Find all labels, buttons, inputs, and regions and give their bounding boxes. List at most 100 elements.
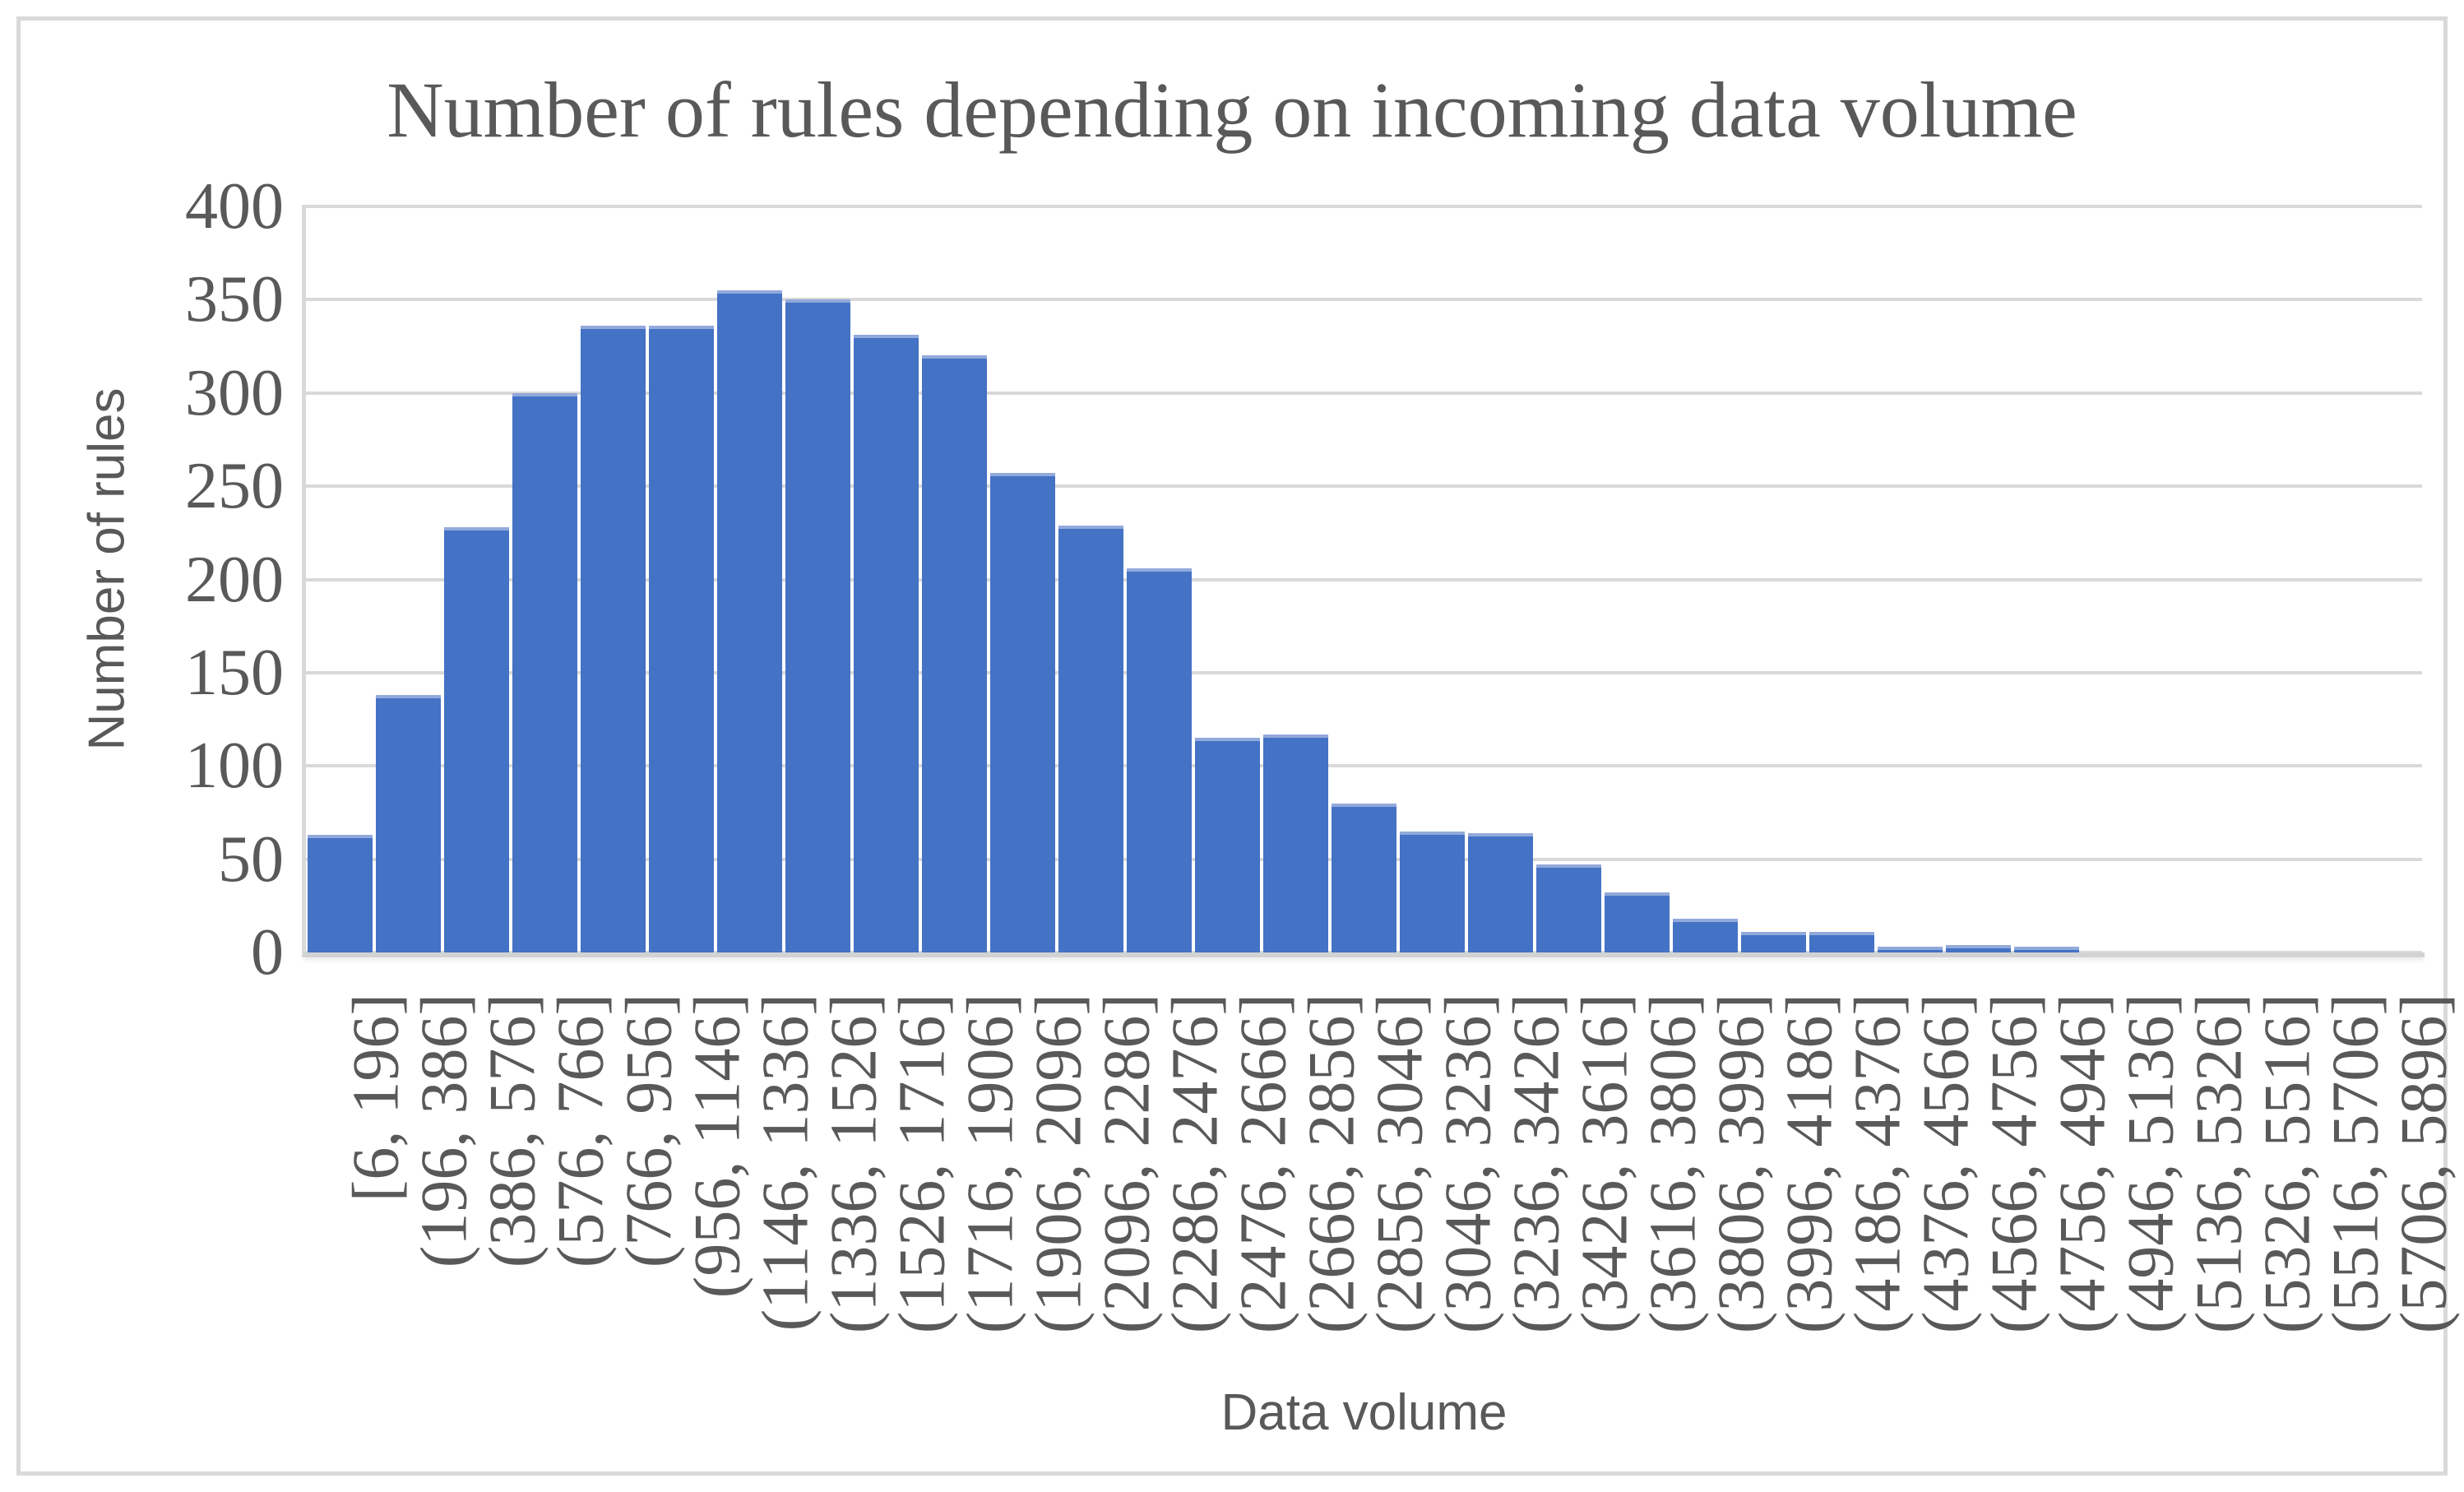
y-tick-label-0: 0 xyxy=(251,916,284,989)
x-tick-label: (576, 766] xyxy=(544,994,618,1268)
x-tick-label: (1336, 1526] xyxy=(817,994,891,1334)
x-tick-label: (2476, 2666] xyxy=(1227,994,1300,1334)
x-tick-label: (1716, 1906] xyxy=(954,994,1027,1334)
bar-slot xyxy=(2286,206,2354,952)
bar-(1336, 1526] xyxy=(785,299,850,952)
bar-(3236, 3426] xyxy=(1468,832,1533,952)
bar-slot xyxy=(1876,206,1944,952)
bar-slot xyxy=(1125,206,1193,952)
x-tick-label: (3236, 3426] xyxy=(1500,994,1573,1334)
bar-slot xyxy=(306,206,374,952)
bar-slot xyxy=(1944,206,2012,952)
bar-[6, 196] xyxy=(308,835,373,952)
y-tick-label-300: 300 xyxy=(185,356,284,429)
gridline-350 xyxy=(306,298,2422,302)
y-tick-label-400: 400 xyxy=(185,170,284,243)
bar-slot xyxy=(2081,206,2149,952)
x-tick-label: (1146, 1336] xyxy=(749,994,822,1332)
x-tick-label: (766, 956] xyxy=(613,994,686,1268)
bar-(3046, 3236] xyxy=(1400,831,1465,952)
bar-(386, 576] xyxy=(444,527,509,952)
y-tick-label-100: 100 xyxy=(185,730,284,803)
x-axis-title: Data volume xyxy=(1220,1384,1508,1441)
bar-slot xyxy=(784,206,852,952)
bar-(4566, 4756] xyxy=(1946,944,2011,952)
bar-(576, 766] xyxy=(512,392,577,952)
bar-slot xyxy=(511,206,579,952)
y-tick-label-150: 150 xyxy=(185,636,284,709)
bar-slot xyxy=(2217,206,2286,952)
bar-slot xyxy=(1193,206,1262,952)
bar-slot xyxy=(716,206,784,952)
x-tick-label: (4376, 4566] xyxy=(1910,994,1983,1334)
x-tick-label: (3046, 3236] xyxy=(1432,994,1505,1334)
bar-(1526, 1716] xyxy=(854,335,919,952)
bar-(2476, 2666] xyxy=(1195,738,1260,952)
bar-slot xyxy=(647,206,716,952)
x-tick-label: (3996, 4186] xyxy=(1773,994,1846,1334)
bar-slot xyxy=(1057,206,1125,952)
x-tick-label: (196, 386] xyxy=(408,994,481,1268)
gridline-250 xyxy=(306,484,2422,489)
x-tick-label: (2096, 2286] xyxy=(1091,994,1164,1334)
bar-(1906, 2096] xyxy=(990,473,1055,952)
x-tick-label: [6, 196] xyxy=(340,994,413,1202)
y-tick-label-350: 350 xyxy=(185,263,284,336)
bar-(3806, 3996] xyxy=(1673,919,1738,952)
y-tick-label-200: 200 xyxy=(185,543,284,616)
gridline-150 xyxy=(306,670,2422,674)
bar-slot xyxy=(1603,206,1671,952)
x-tick-label: (1906, 2096] xyxy=(1022,994,1095,1334)
bar-slot xyxy=(442,206,511,952)
bar-slot xyxy=(1671,206,1739,952)
bar-slot xyxy=(1535,206,1603,952)
y-axis-line xyxy=(302,205,306,957)
x-tick-label: (3426, 3616] xyxy=(1568,994,1642,1334)
y-tick-label-50: 50 xyxy=(218,822,284,896)
x-tick-label: (5136, 5326] xyxy=(2183,994,2256,1334)
bar-(4186, 4376] xyxy=(1809,932,1874,952)
bar-(956, 1146] xyxy=(649,326,714,952)
bar-slot xyxy=(852,206,920,952)
bar-slot xyxy=(1262,206,1330,952)
bar-(4756, 4946] xyxy=(2014,947,2079,952)
bar-slot xyxy=(1739,206,1808,952)
x-axis-line xyxy=(303,952,2425,957)
x-tick-label: (2286, 2476] xyxy=(1159,994,1232,1334)
x-tick-label: (5326, 5516] xyxy=(2251,994,2324,1334)
plot-area xyxy=(306,205,2422,954)
y-tick-label-250: 250 xyxy=(185,450,284,523)
bar-(3426, 3616] xyxy=(1536,864,1601,952)
x-tick-label: (4946, 5136] xyxy=(2114,994,2188,1334)
x-tick-label: (386, 576] xyxy=(476,994,549,1268)
bar-slot xyxy=(1398,206,1466,952)
gridline-200 xyxy=(306,577,2422,582)
bar-(3616, 3806] xyxy=(1605,892,1670,952)
bar-(4376, 4566] xyxy=(1878,947,1943,952)
bar-(1716, 1906] xyxy=(922,355,987,952)
bar-(1146, 1336] xyxy=(717,290,782,952)
bar-(2096, 2286] xyxy=(1058,525,1123,952)
x-tick-label: (5516, 5706] xyxy=(2319,994,2392,1334)
bar-slot xyxy=(2012,206,2081,952)
bar-slot xyxy=(2149,206,2217,952)
gridline-100 xyxy=(306,764,2422,768)
x-tick-label: (2856, 3046] xyxy=(1364,994,1437,1334)
bar-slot xyxy=(989,206,1057,952)
bar-slot xyxy=(920,206,989,952)
bar-slot xyxy=(1330,206,1398,952)
bar-slot xyxy=(579,206,647,952)
bar-(2286, 2476] xyxy=(1127,568,1192,952)
bar-(3996, 4186] xyxy=(1741,932,1806,952)
x-tick-label: (2666, 2856] xyxy=(1295,994,1369,1334)
x-tick-label: (5706, 5896] xyxy=(2388,994,2461,1334)
x-tick-label: (3806, 3996] xyxy=(1705,994,1778,1334)
bar-(2856, 3046] xyxy=(1332,803,1396,952)
x-tick-label: (956, 1146] xyxy=(681,994,754,1299)
gridline-300 xyxy=(306,391,2422,395)
gridline-400 xyxy=(306,205,2422,208)
bar-slot xyxy=(374,206,442,952)
x-tick-label: (3616, 3806] xyxy=(1637,994,1710,1334)
x-tick-label: (1526, 1716] xyxy=(886,994,959,1334)
bar-slot xyxy=(1808,206,1876,952)
